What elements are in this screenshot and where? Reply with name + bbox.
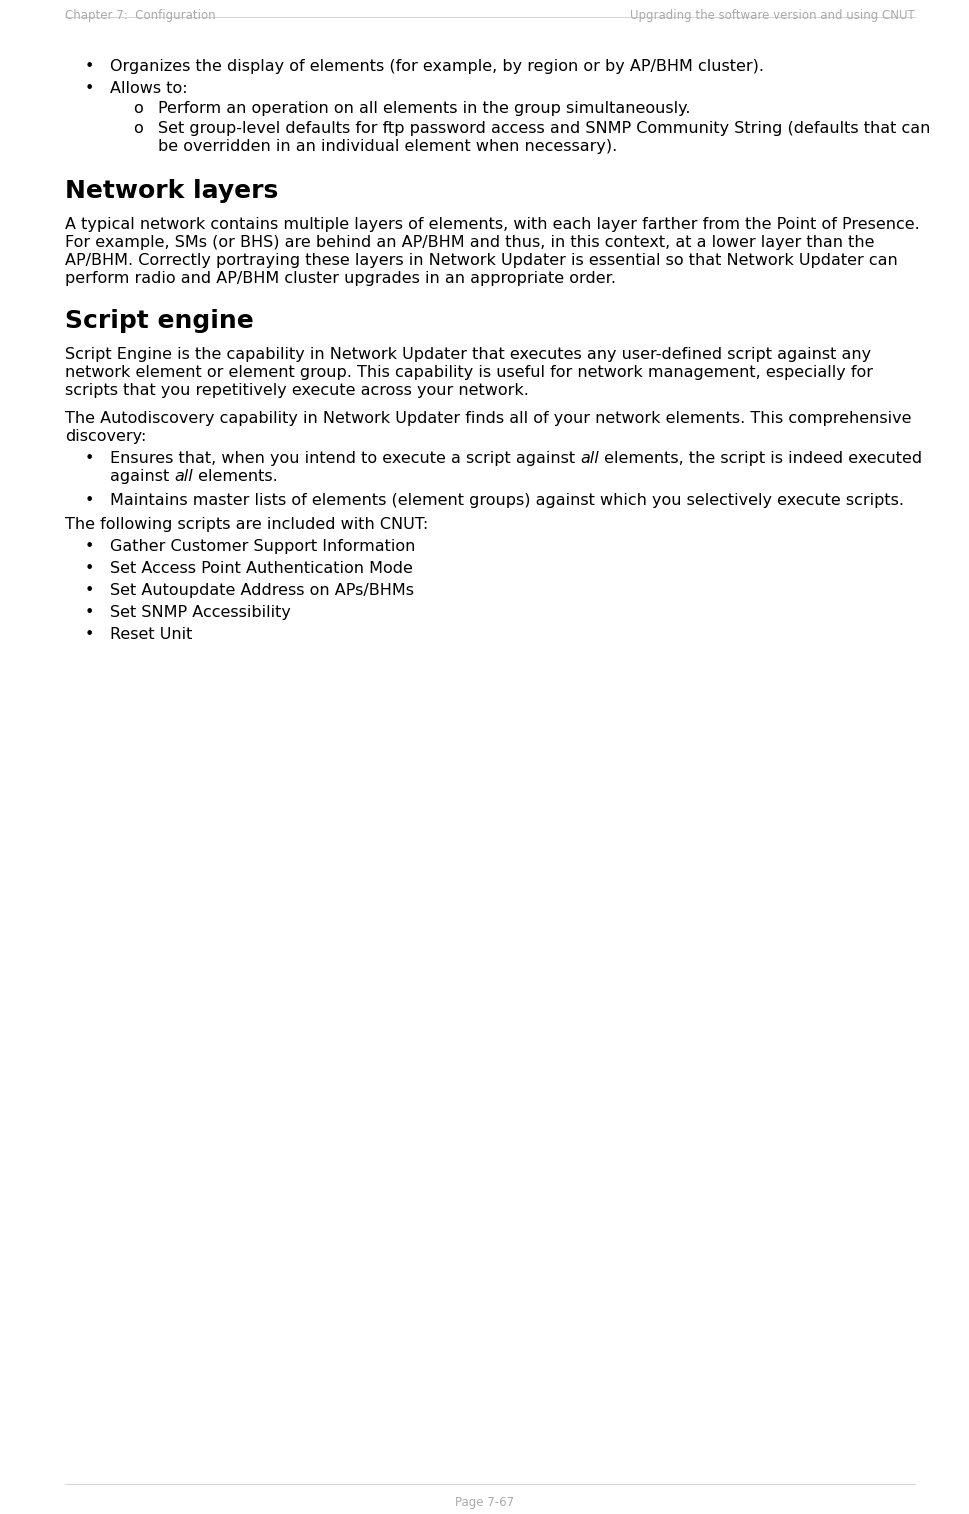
Text: Reset Unit: Reset Unit [109,627,192,642]
Text: •: • [85,562,94,575]
Text: Gather Customer Support Information: Gather Customer Support Information [109,539,415,554]
Text: For example, SMs (or BHS) are behind an AP/BHM and thus, in this context, at a l: For example, SMs (or BHS) are behind an … [65,235,874,250]
Text: network element or element group. This capability is useful for network manageme: network element or element group. This c… [65,365,872,380]
Text: Perform an operation on all elements in the group simultaneously.: Perform an operation on all elements in … [158,101,690,117]
Text: elements.: elements. [193,469,277,484]
Text: Script Engine is the capability in Network Updater that executes any user-define: Script Engine is the capability in Netwo… [65,347,870,362]
Text: Maintains master lists of elements (element groups) against which you selectivel: Maintains master lists of elements (elem… [109,494,903,509]
Text: all: all [174,469,193,484]
Text: discovery:: discovery: [65,428,146,444]
Text: Network layers: Network layers [65,179,278,203]
Text: elements, the script is indeed executed: elements, the script is indeed executed [599,451,922,466]
Text: be overridden in an individual element when necessary).: be overridden in an individual element w… [158,139,616,154]
Text: •: • [85,82,94,95]
Text: perform radio and AP/BHM cluster upgrades in an appropriate order.: perform radio and AP/BHM cluster upgrade… [65,271,615,286]
Text: AP/BHM. Correctly portraying these layers in Network Updater is essential so tha: AP/BHM. Correctly portraying these layer… [65,253,897,268]
Text: Set Autoupdate Address on APs/BHMs: Set Autoupdate Address on APs/BHMs [109,583,414,598]
Text: Set Access Point Authentication Mode: Set Access Point Authentication Mode [109,562,413,575]
Text: Organizes the display of elements (for example, by region or by AP/BHM cluster).: Organizes the display of elements (for e… [109,59,764,74]
Text: The following scripts are included with CNUT:: The following scripts are included with … [65,516,427,531]
Text: •: • [85,59,94,74]
Text: against: against [109,469,174,484]
Text: o: o [133,101,142,117]
Text: scripts that you repetitively execute across your network.: scripts that you repetitively execute ac… [65,383,528,398]
Text: all: all [579,451,599,466]
Text: •: • [85,606,94,621]
Text: Set SNMP Accessibility: Set SNMP Accessibility [109,606,291,621]
Text: Set group-level defaults for ftp password access and SNMP Community String (defa: Set group-level defaults for ftp passwor… [158,121,929,136]
Text: Ensures that, when you intend to execute a script against: Ensures that, when you intend to execute… [109,451,579,466]
Text: Chapter 7:  Configuration: Chapter 7: Configuration [65,9,215,23]
Text: o: o [133,121,142,136]
Text: •: • [85,627,94,642]
Text: A typical network contains multiple layers of elements, with each layer farther : A typical network contains multiple laye… [65,217,919,232]
Text: •: • [85,451,94,466]
Text: Script engine: Script engine [65,309,254,333]
Text: •: • [85,583,94,598]
Text: •: • [85,494,94,509]
Text: Allows to:: Allows to: [109,82,187,95]
Text: Page 7-67: Page 7-67 [455,1496,514,1509]
Text: Upgrading the software version and using CNUT: Upgrading the software version and using… [630,9,914,23]
Text: •: • [85,539,94,554]
Text: The Autodiscovery capability in Network Updater finds all of your network elemen: The Autodiscovery capability in Network … [65,410,911,425]
